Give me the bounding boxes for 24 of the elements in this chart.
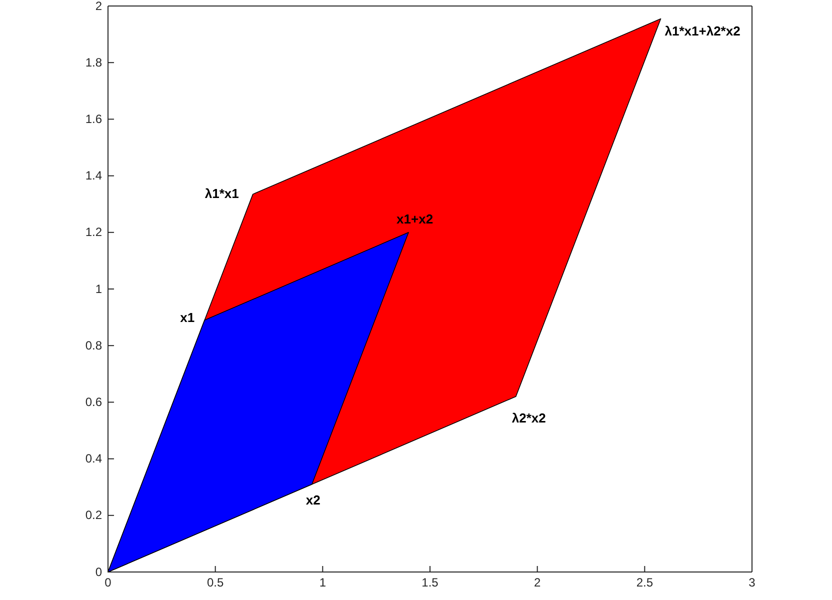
y-tick-label: 1.6 bbox=[85, 112, 102, 126]
x-tick-label: 2 bbox=[534, 576, 541, 590]
x-tick-label: 1.5 bbox=[422, 576, 439, 590]
x-tick-label: 0 bbox=[104, 576, 112, 590]
y-tick-label: 1 bbox=[95, 282, 102, 296]
y-tick-label: 0.8 bbox=[85, 338, 102, 352]
y-tick-label: 1.2 bbox=[85, 225, 102, 240]
x-tick-label: 2.5 bbox=[636, 576, 654, 590]
annotation: x1+x2 bbox=[396, 211, 434, 226]
x-tick-label: 0.5 bbox=[206, 576, 224, 590]
y-tick-label: 1.8 bbox=[85, 55, 102, 70]
annotation: λ1*x1 bbox=[204, 186, 239, 202]
y-tick-label: 0 bbox=[95, 564, 102, 579]
annotation: λ2*x2 bbox=[512, 410, 546, 426]
y-tick-label: 2 bbox=[95, 0, 102, 13]
y-tick-label: 0.6 bbox=[85, 395, 102, 410]
annotation: λ1*x1+λ2*x2 bbox=[664, 24, 740, 39]
y-tick-label: 1.4 bbox=[85, 168, 102, 183]
x-tick-label: 3 bbox=[748, 576, 756, 590]
y-tick-label: 0.2 bbox=[85, 508, 102, 522]
y-tick-label: 0.4 bbox=[85, 452, 102, 466]
annotation: x2 bbox=[306, 492, 320, 508]
x-tick-label: 1 bbox=[319, 576, 326, 590]
annotation: x1 bbox=[180, 310, 195, 326]
